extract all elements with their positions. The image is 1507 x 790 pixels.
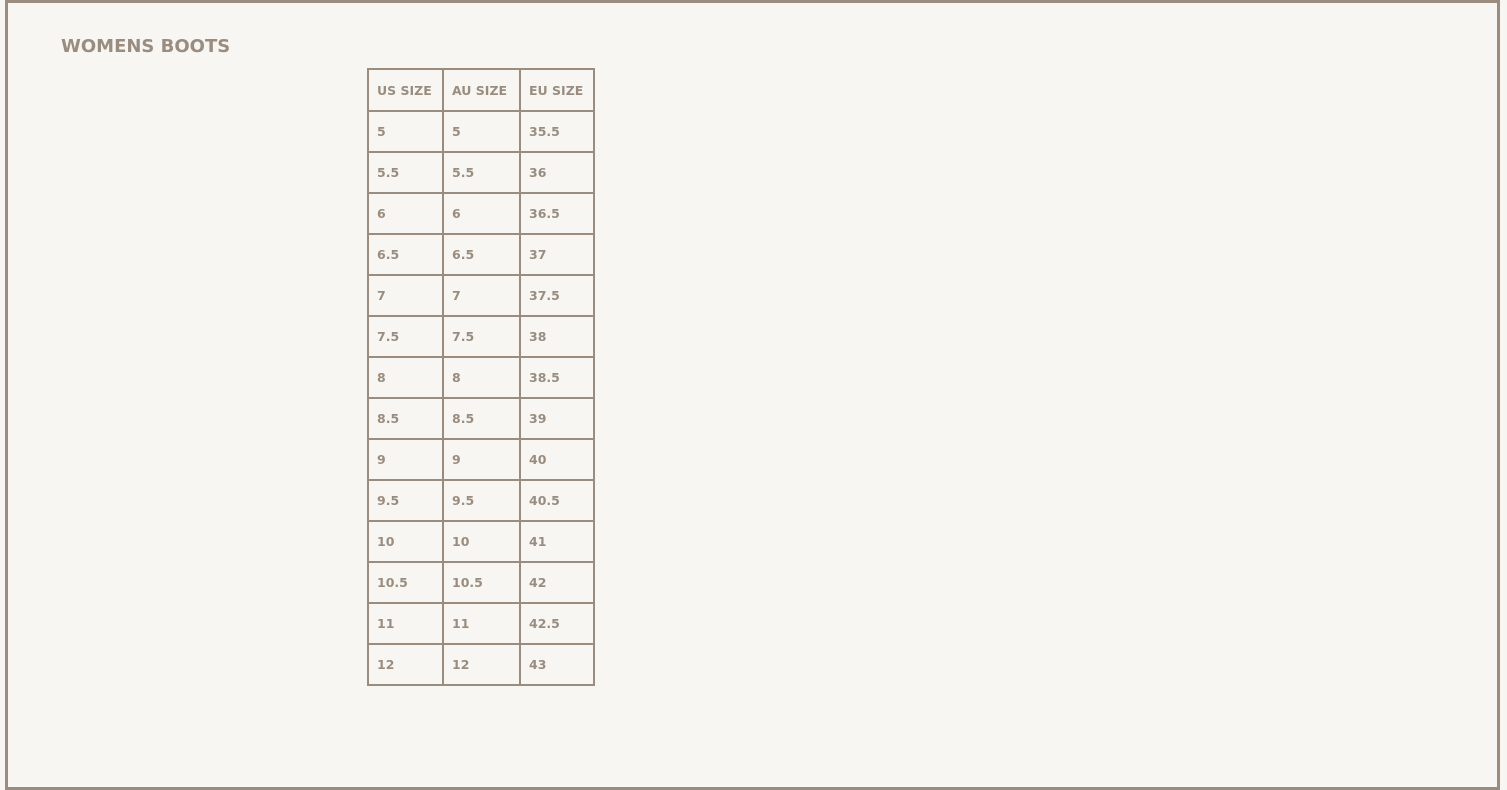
eu-size-cell: 40 <box>519 438 595 481</box>
au-size-cell: 12 <box>442 643 521 686</box>
au-size-cell: 11 <box>442 602 521 645</box>
table-row: 5.5 5.5 36 <box>367 151 595 194</box>
eu-size-cell: 35.5 <box>519 110 595 153</box>
eu-size-cell: 38.5 <box>519 356 595 399</box>
table-row: 6.5 6.5 37 <box>367 233 595 276</box>
eu-size-cell: 38 <box>519 315 595 358</box>
table-row: 7.5 7.5 38 <box>367 315 595 358</box>
us-size-cell: 9.5 <box>367 479 444 522</box>
header-us-size: US SIZE <box>367 68 444 112</box>
us-size-cell: 11 <box>367 602 444 645</box>
header-au-size: AU SIZE <box>442 68 521 112</box>
eu-size-cell: 37.5 <box>519 274 595 317</box>
us-size-cell: 7.5 <box>367 315 444 358</box>
au-size-cell: 8 <box>442 356 521 399</box>
us-size-cell: 7 <box>367 274 444 317</box>
table-row: 9.5 9.5 40.5 <box>367 479 595 522</box>
table-row: 10.5 10.5 42 <box>367 561 595 604</box>
table-row: 5 5 35.5 <box>367 110 595 153</box>
us-size-cell: 10.5 <box>367 561 444 604</box>
eu-size-cell: 37 <box>519 233 595 276</box>
eu-size-cell: 41 <box>519 520 595 563</box>
eu-size-cell: 39 <box>519 397 595 440</box>
table-row: 10 10 41 <box>367 520 595 563</box>
eu-size-cell: 42.5 <box>519 602 595 645</box>
table-row: 9 9 40 <box>367 438 595 481</box>
eu-size-cell: 42 <box>519 561 595 604</box>
table-row: 8.5 8.5 39 <box>367 397 595 440</box>
page-title: WOMENS BOOTS <box>61 36 231 57</box>
us-size-cell: 8.5 <box>367 397 444 440</box>
us-size-cell: 5 <box>367 110 444 153</box>
header-eu-size: EU SIZE <box>519 68 595 112</box>
au-size-cell: 6.5 <box>442 233 521 276</box>
us-size-cell: 8 <box>367 356 444 399</box>
us-size-cell: 9 <box>367 438 444 481</box>
us-size-cell: 10 <box>367 520 444 563</box>
table-header-row: US SIZE AU SIZE EU SIZE <box>367 68 595 112</box>
us-size-cell: 5.5 <box>367 151 444 194</box>
us-size-cell: 6 <box>367 192 444 235</box>
us-size-cell: 6.5 <box>367 233 444 276</box>
au-size-cell: 10.5 <box>442 561 521 604</box>
eu-size-cell: 40.5 <box>519 479 595 522</box>
au-size-cell: 5.5 <box>442 151 521 194</box>
au-size-cell: 9 <box>442 438 521 481</box>
au-size-cell: 5 <box>442 110 521 153</box>
eu-size-cell: 36 <box>519 151 595 194</box>
table-row: 12 12 43 <box>367 643 595 686</box>
au-size-cell: 7.5 <box>442 315 521 358</box>
au-size-cell: 6 <box>442 192 521 235</box>
size-chart-table: US SIZE AU SIZE EU SIZE 5 5 35.5 5.5 5.5 36 6 6… <box>367 68 595 686</box>
table-row: 11 11 42.5 <box>367 602 595 645</box>
au-size-cell: 8.5 <box>442 397 521 440</box>
eu-size-cell: 43 <box>519 643 595 686</box>
table-row: 8 8 38.5 <box>367 356 595 399</box>
au-size-cell: 10 <box>442 520 521 563</box>
au-size-cell: 7 <box>442 274 521 317</box>
table-row: 7 7 37.5 <box>367 274 595 317</box>
page-frame: WOMENS BOOTS <box>5 0 1500 790</box>
us-size-cell: 12 <box>367 643 444 686</box>
table-row: 6 6 36.5 <box>367 192 595 235</box>
au-size-cell: 9.5 <box>442 479 521 522</box>
eu-size-cell: 36.5 <box>519 192 595 235</box>
